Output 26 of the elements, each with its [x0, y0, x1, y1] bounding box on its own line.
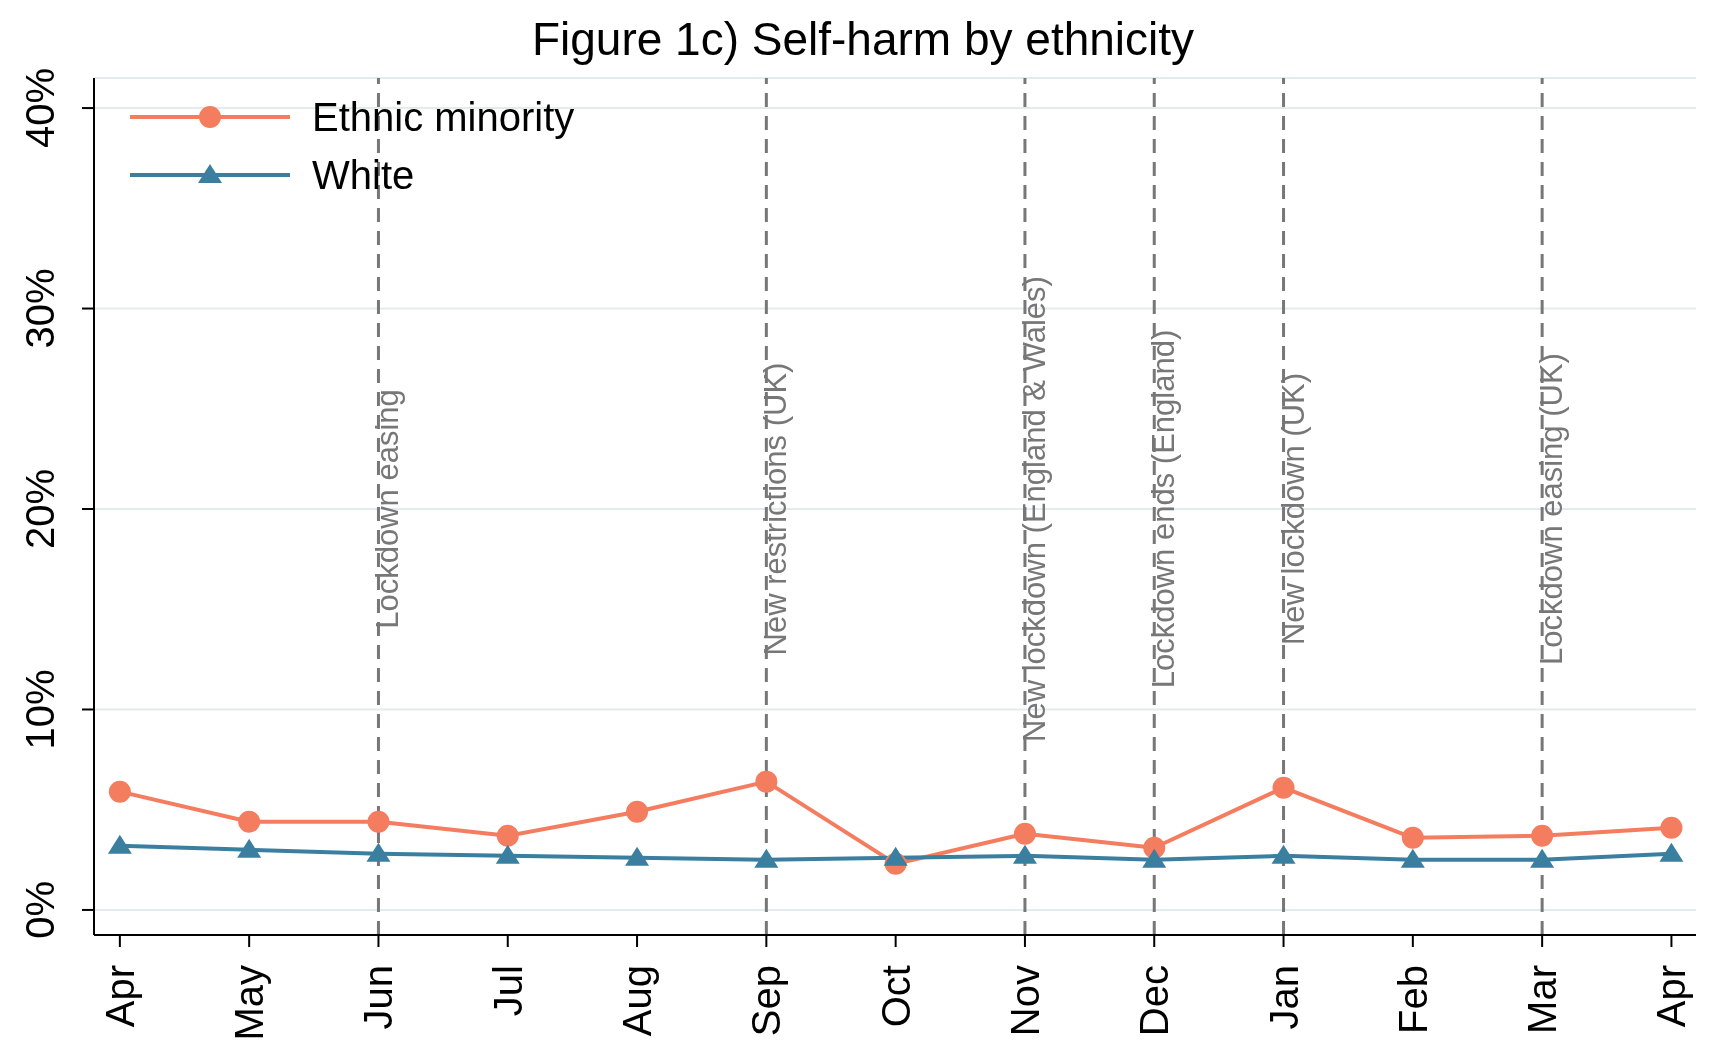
ref-line-label: Lockdown easing — [370, 389, 406, 629]
y-tick-label: 0% — [18, 881, 62, 939]
x-tick-label: Jul — [485, 965, 530, 1017]
ref-line-label: New lockdown (England & Wales) — [1016, 276, 1052, 742]
x-tick-label: Jan — [1261, 965, 1306, 1030]
y-tick-label: 10% — [18, 669, 62, 750]
x-tick-label: Dec — [1132, 965, 1177, 1037]
x-tick-label: Sep — [744, 965, 789, 1037]
y-tick-label: 20% — [18, 468, 62, 550]
x-tick-label: Aug — [615, 965, 660, 1037]
ref-line-label: Lockdown easing (UK) — [1534, 353, 1570, 665]
legend-label: Ethnic minority — [312, 94, 575, 140]
ref-line-label: Lockdown ends (England) — [1146, 329, 1182, 689]
chart-title: Figure 1c) Self-harm by ethnicity — [530, 12, 1196, 66]
x-tick-label: Mar — [1520, 965, 1565, 1034]
y-tick-label: 30% — [18, 268, 62, 349]
legend-label: White — [312, 152, 415, 198]
y-tick-label: 40% — [18, 68, 62, 149]
x-tick-label: Apr — [1649, 965, 1694, 1028]
x-tick-label: Nov — [1002, 965, 1047, 1037]
x-tick-label: Feb — [1390, 965, 1435, 1034]
x-tick-label: Apr — [97, 965, 142, 1028]
x-tick-label: Oct — [873, 965, 918, 1028]
x-tick-label: Jun — [356, 965, 401, 1030]
x-tick-label: May — [227, 965, 272, 1041]
ref-line-label: New restrictions (UK) — [758, 362, 794, 656]
